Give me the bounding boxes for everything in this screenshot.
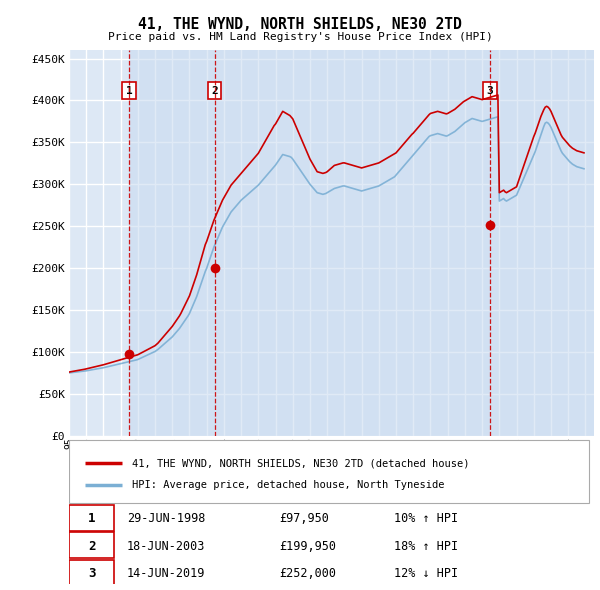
Text: £97,950: £97,950 <box>279 512 329 525</box>
FancyBboxPatch shape <box>69 440 589 503</box>
Text: 1: 1 <box>88 512 95 525</box>
Text: 2: 2 <box>211 86 218 96</box>
Text: 14-JUN-2019: 14-JUN-2019 <box>127 567 205 580</box>
Text: 3: 3 <box>88 567 95 580</box>
Text: £252,000: £252,000 <box>279 567 336 580</box>
Text: HPI: Average price, detached house, North Tyneside: HPI: Average price, detached house, Nort… <box>132 480 445 490</box>
Bar <box>129 50 215 436</box>
FancyBboxPatch shape <box>69 504 113 530</box>
Text: 18% ↑ HPI: 18% ↑ HPI <box>395 540 458 553</box>
Text: 10% ↑ HPI: 10% ↑ HPI <box>395 512 458 525</box>
Text: £199,950: £199,950 <box>279 540 336 553</box>
Text: 2: 2 <box>88 540 95 553</box>
Text: 41, THE WYND, NORTH SHIELDS, NE30 2TD: 41, THE WYND, NORTH SHIELDS, NE30 2TD <box>138 17 462 31</box>
Text: 18-JUN-2003: 18-JUN-2003 <box>127 540 205 553</box>
Text: 12% ↓ HPI: 12% ↓ HPI <box>395 567 458 580</box>
Text: 41, THE WYND, NORTH SHIELDS, NE30 2TD (detached house): 41, THE WYND, NORTH SHIELDS, NE30 2TD (d… <box>132 458 470 468</box>
FancyBboxPatch shape <box>69 532 113 558</box>
Text: Price paid vs. HM Land Registry's House Price Index (HPI): Price paid vs. HM Land Registry's House … <box>107 32 493 42</box>
Text: 1: 1 <box>125 86 133 96</box>
FancyBboxPatch shape <box>69 559 113 585</box>
Text: 3: 3 <box>487 86 493 96</box>
Bar <box>215 50 490 436</box>
Bar <box>490 50 594 436</box>
Text: 29-JUN-1998: 29-JUN-1998 <box>127 512 205 525</box>
